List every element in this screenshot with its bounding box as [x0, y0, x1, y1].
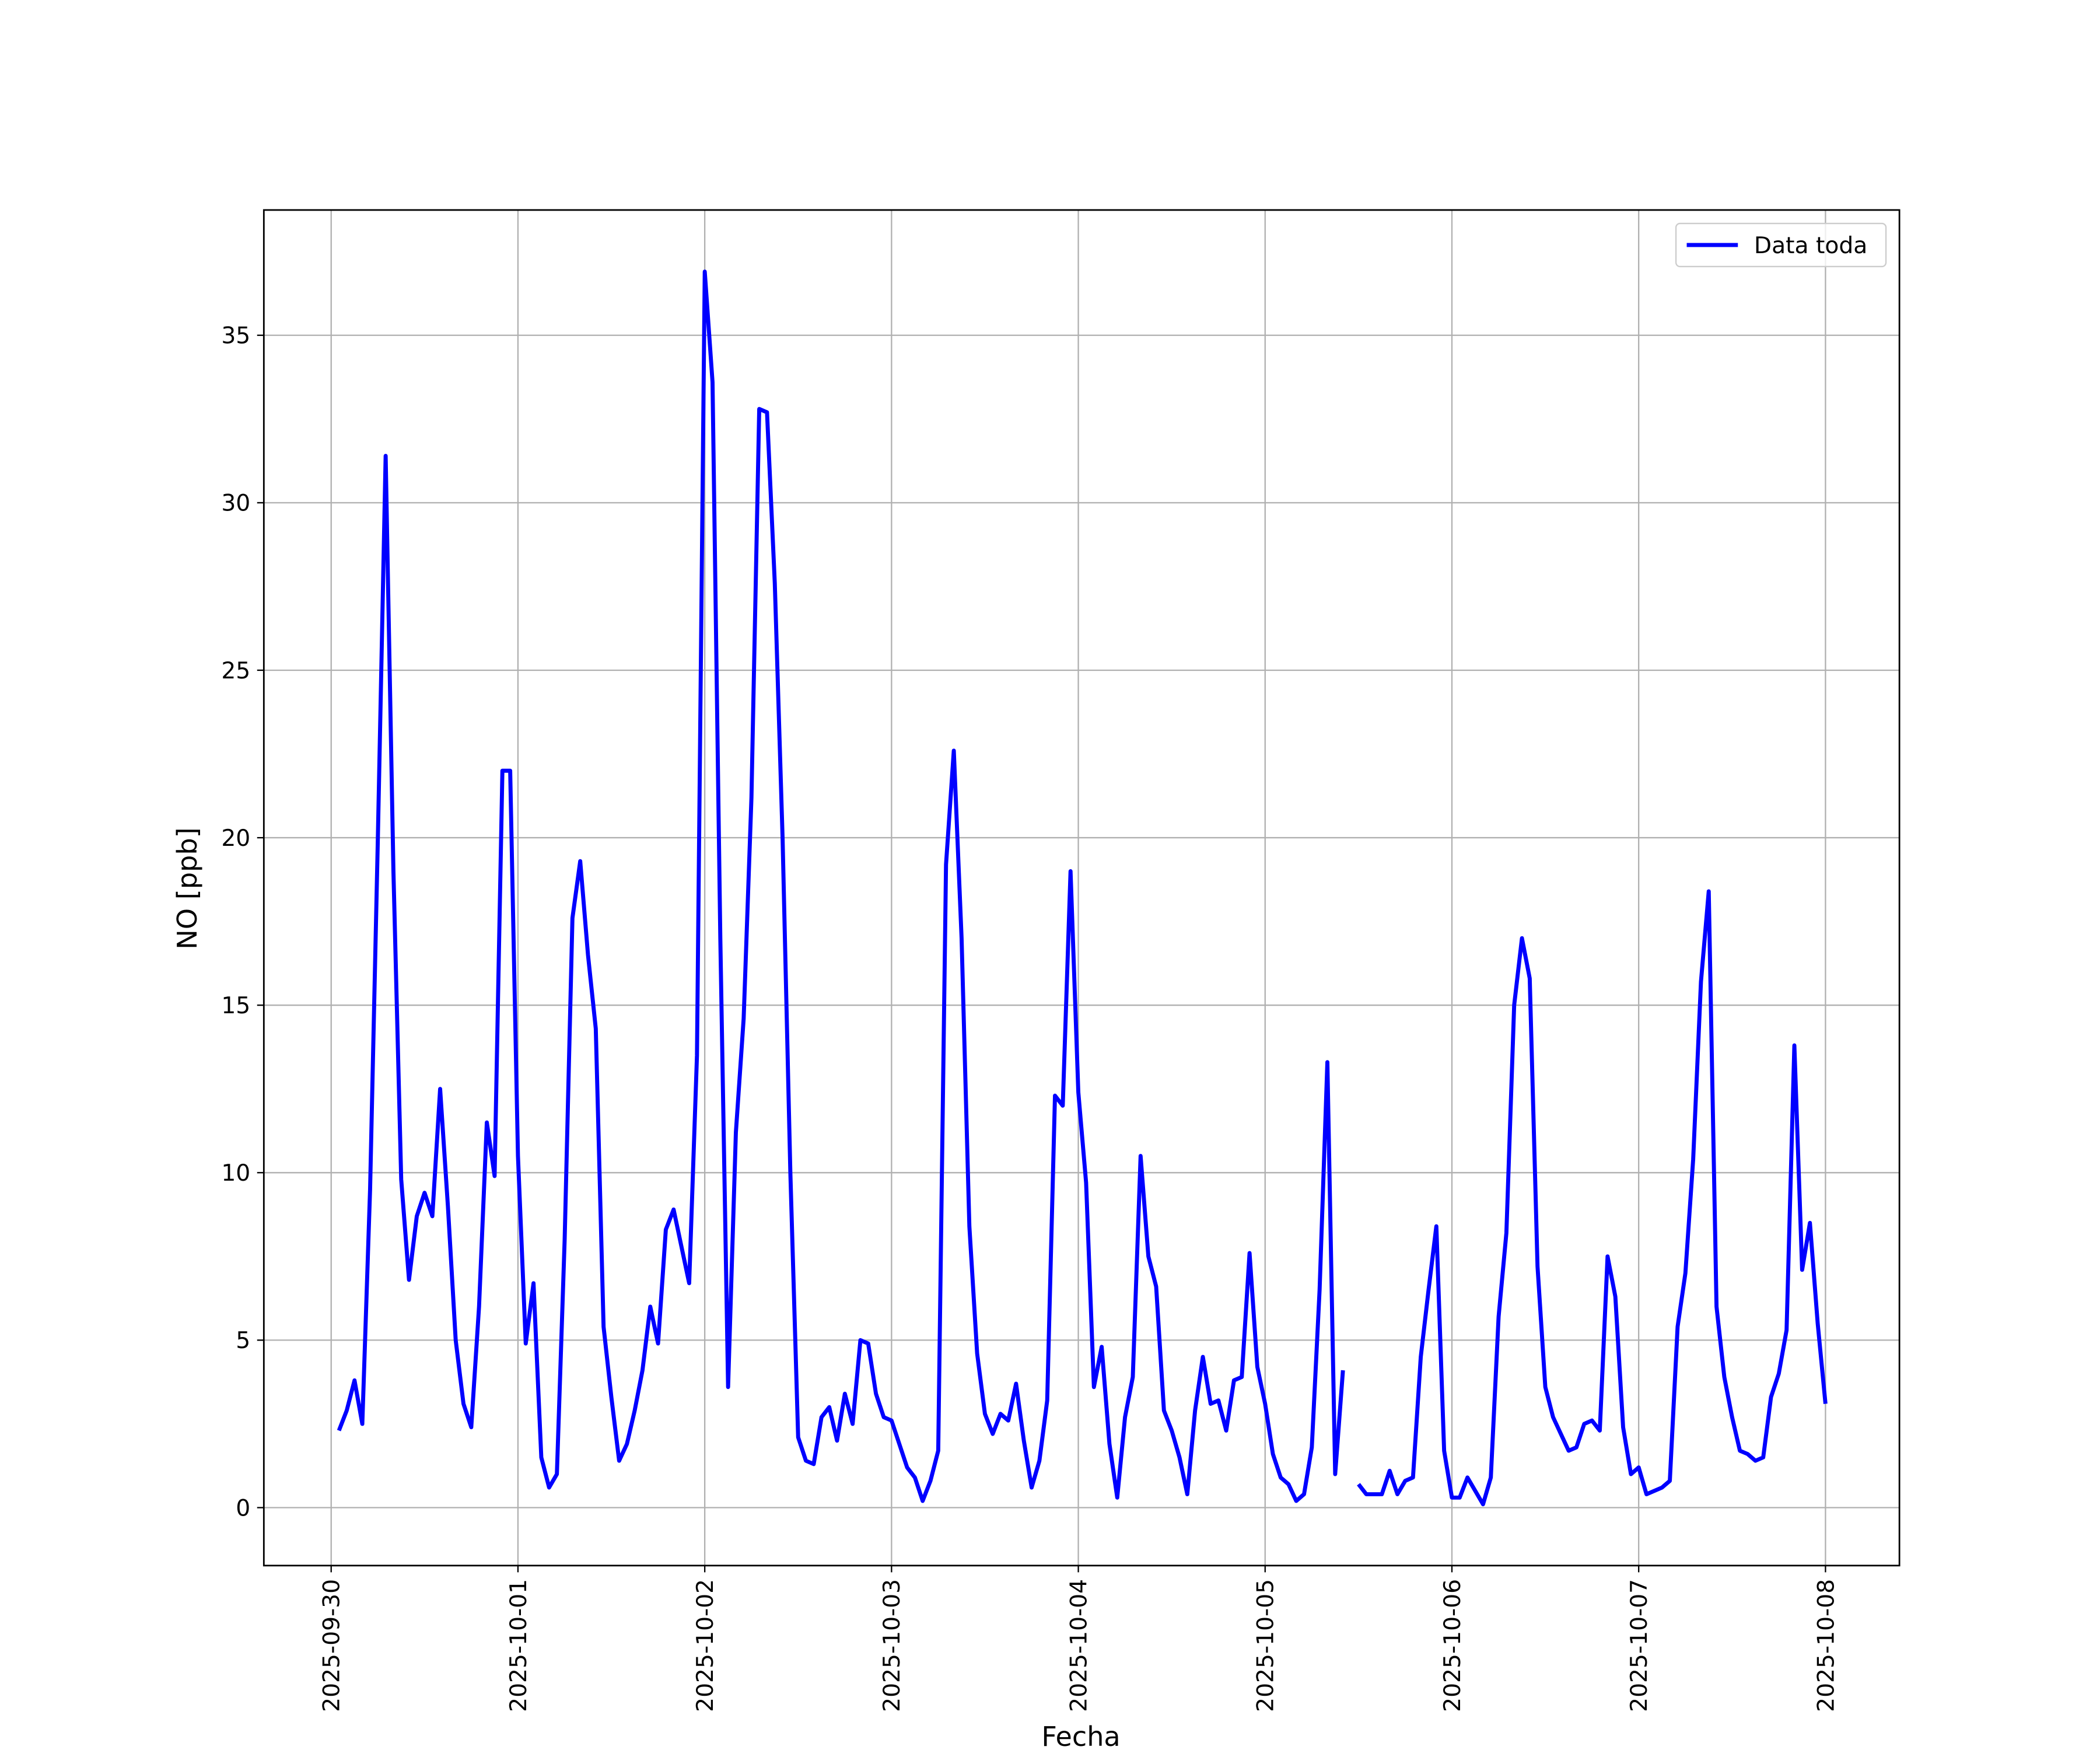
plot-frame [262, 209, 1901, 1567]
y-tick-label: 20 [221, 825, 250, 852]
x-tick-label: 2025-09-30 [319, 1579, 345, 1712]
legend-label: Data toda [1754, 233, 1867, 259]
y-axis-label: NO [ppb] [172, 827, 203, 949]
x-tick-label: 2025-10-03 [879, 1579, 905, 1712]
x-tick-label: 2025-10-05 [1253, 1579, 1279, 1712]
x-tick-label: 2025-10-07 [1626, 1579, 1653, 1712]
x-tick-label: 2025-10-02 [692, 1579, 719, 1712]
y-tick-label: 30 [221, 491, 250, 517]
x-tick-label: 2025-10-01 [506, 1579, 532, 1712]
legend-box [1675, 222, 1887, 268]
y-tick-label: 15 [221, 993, 250, 1019]
y-tick-label: 35 [221, 323, 250, 349]
legend: Data toda [1675, 222, 1887, 268]
y-tick-label: 25 [221, 658, 250, 684]
y-tick-label: 5 [236, 1328, 250, 1354]
y-tick-label: 0 [236, 1495, 250, 1521]
x-axis-label: Fecha [1041, 1721, 1120, 1750]
x-tick-label: 2025-10-04 [1066, 1579, 1092, 1712]
x-tick-label: 2025-10-06 [1440, 1579, 1466, 1712]
data-line [337, 270, 1828, 1507]
y-tick-label: 10 [221, 1160, 250, 1186]
x-tick-label: 2025-10-08 [1813, 1579, 1839, 1712]
